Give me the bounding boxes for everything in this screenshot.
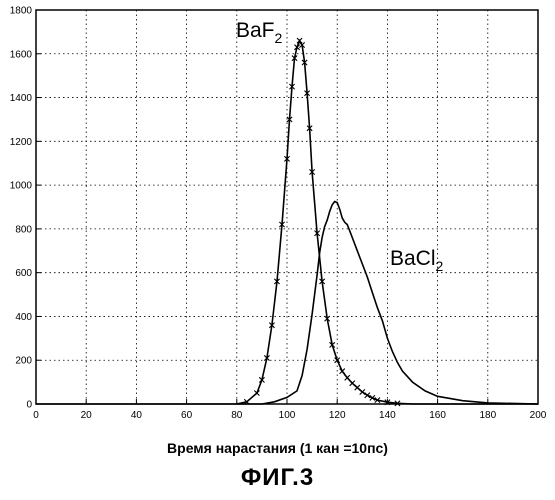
chart: 0 200 400 600 800 1000 1200 1400 1600 1800 0 20 40 6…	[0, 0, 555, 440]
x-tick-label: 200	[530, 410, 547, 421]
x-tick-label: 120	[329, 410, 346, 421]
y-tick-label: 400	[15, 312, 32, 323]
y-tick-label: 1600	[10, 49, 33, 60]
x-tick-label: 140	[379, 410, 396, 421]
series-label-bacl2: BaCl2	[390, 247, 444, 274]
y-tick-label: 1400	[10, 93, 33, 104]
y-tick-label: 600	[15, 268, 32, 279]
y-tick-label: 1000	[10, 181, 33, 192]
x-tick-label: 80	[231, 410, 243, 421]
data-point-marker	[345, 375, 350, 380]
data-point-marker	[355, 385, 360, 390]
grid	[36, 10, 538, 404]
x-tick-label: 0	[33, 410, 39, 421]
figure-label: ФИГ.3	[0, 464, 555, 492]
x-tick-label: 160	[429, 410, 446, 421]
x-axis-label: Время нарастания (1 кан =10пс)	[0, 440, 555, 456]
y-tick-label: 1200	[10, 137, 33, 148]
x-tick-label: 20	[81, 410, 93, 421]
y-tick-label: 1800	[10, 6, 33, 17]
x-tick-label: 40	[131, 410, 143, 421]
y-tick-label: 800	[15, 224, 32, 235]
x-axis-ticks: 0 20 40 60 80 100 120 140 160 180 200	[33, 399, 547, 421]
y-tick-label: 200	[15, 356, 32, 367]
series-label-baf2: BaF2	[236, 19, 283, 46]
y-tick-label: 0	[26, 400, 32, 411]
data-point-marker	[360, 389, 365, 394]
data-point-marker	[365, 393, 370, 398]
x-tick-label: 60	[181, 410, 193, 421]
data-point-marker	[350, 381, 355, 386]
x-tick-label: 180	[479, 410, 496, 421]
x-tick-label: 100	[279, 410, 296, 421]
